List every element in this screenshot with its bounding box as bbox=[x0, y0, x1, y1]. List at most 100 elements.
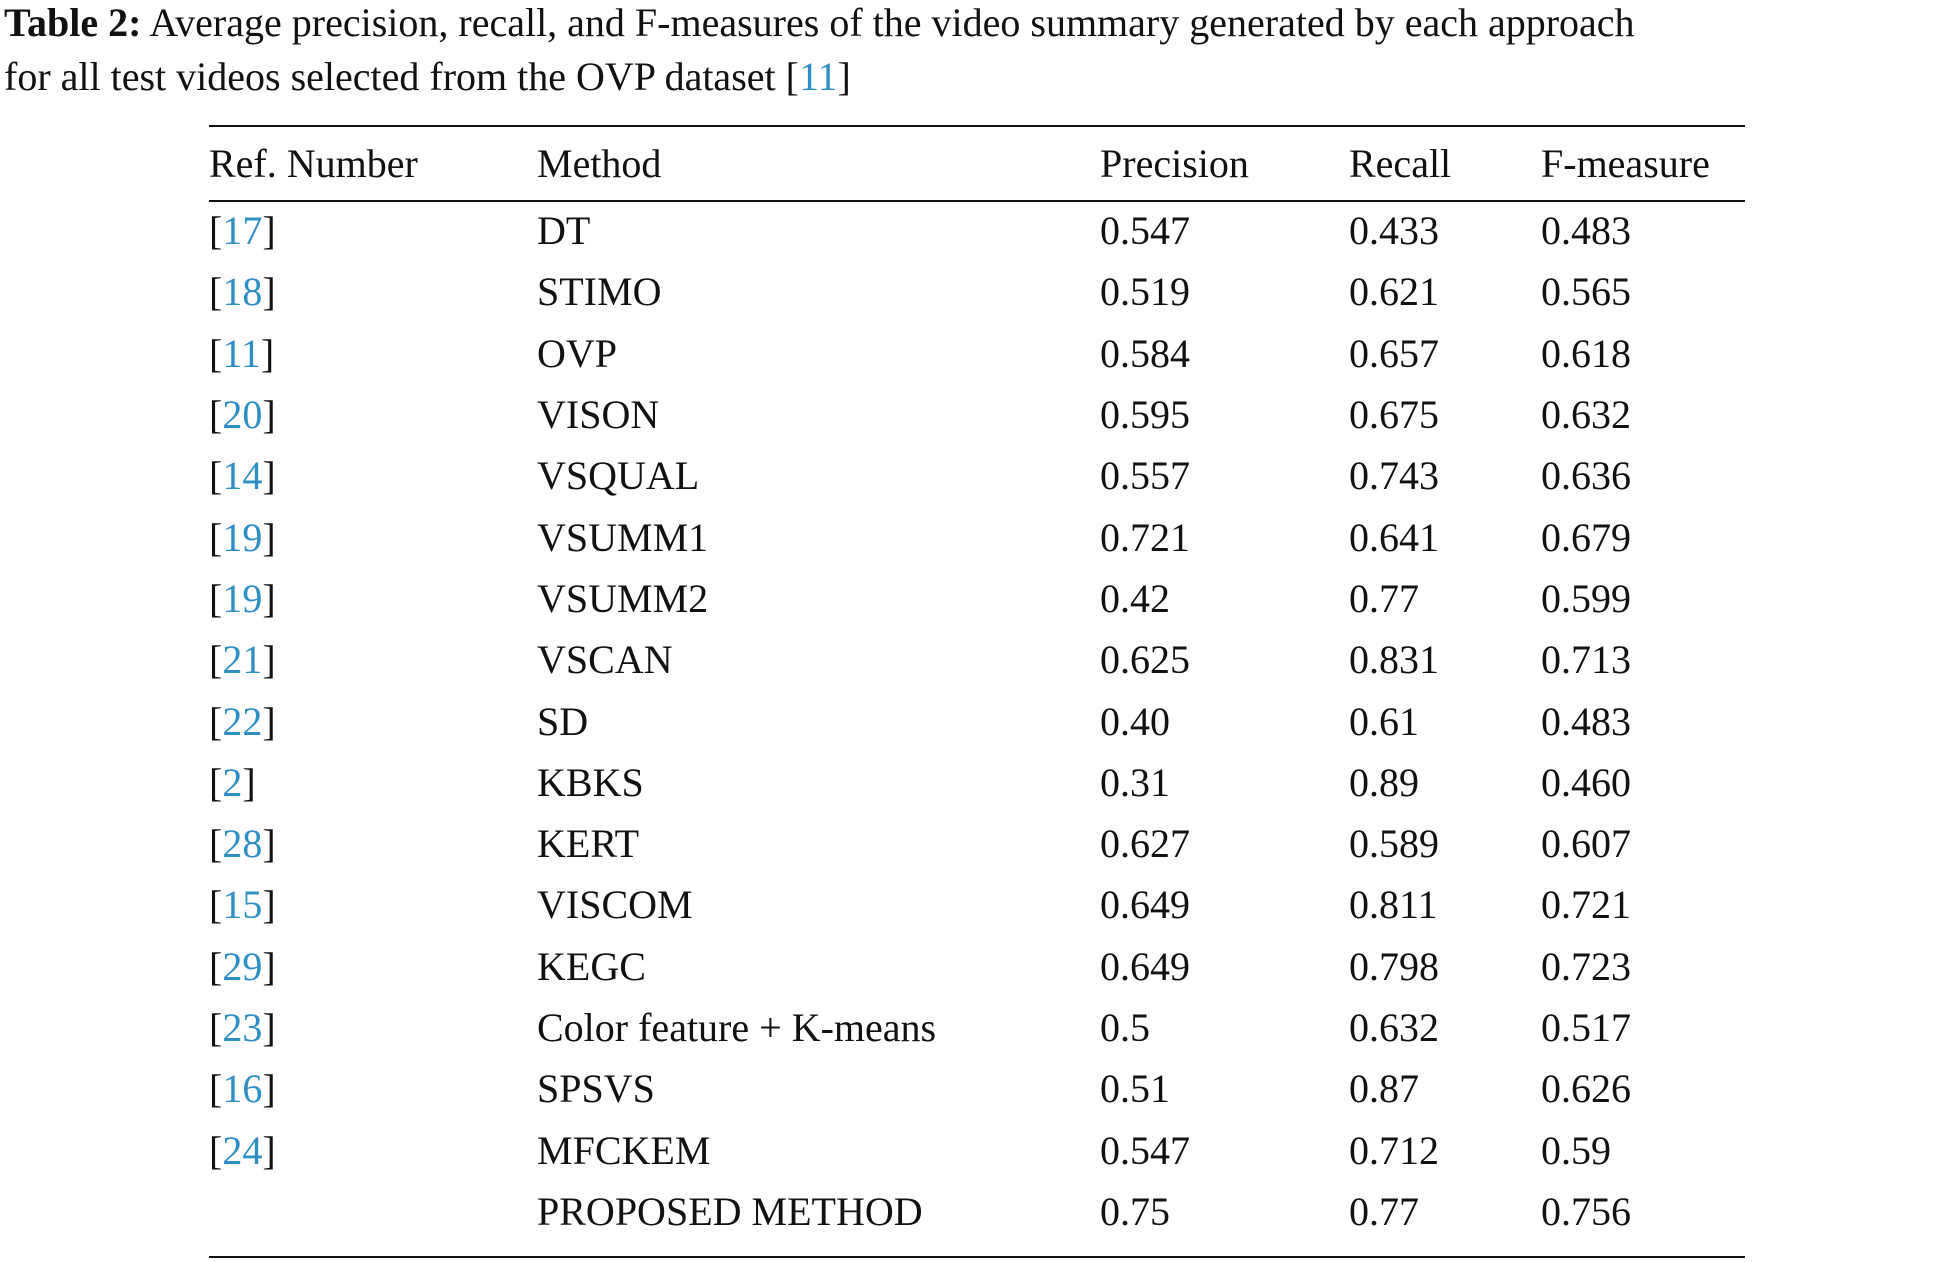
table-row: [11] OVP 0.584 0.657 0.618 bbox=[209, 323, 1745, 384]
f-measure-cell: 0.517 bbox=[1541, 1005, 1631, 1050]
f-measure-cell: 0.756 bbox=[1541, 1188, 1631, 1234]
ref-number-link[interactable]: 23 bbox=[222, 1005, 263, 1050]
ref-number-link[interactable]: 14 bbox=[222, 453, 263, 499]
ref-number-cell: [19] bbox=[209, 506, 537, 567]
table-header-rule bbox=[209, 200, 1745, 202]
ref-open-bracket: [ bbox=[209, 1127, 223, 1173]
ref-open-bracket: [ bbox=[209, 1005, 223, 1050]
ref-number-cell: [2] bbox=[209, 752, 537, 813]
ref-close-bracket: ] bbox=[262, 269, 276, 315]
table-row: [18] STIMO 0.519 0.621 0.565 bbox=[209, 261, 1745, 322]
method-cell: VISON bbox=[537, 392, 660, 438]
ref-number-cell: [24] bbox=[209, 1119, 537, 1180]
recall-cell: 0.589 bbox=[1349, 821, 1439, 867]
ref-open-bracket: [ bbox=[209, 759, 223, 805]
method-cell: MFCKEM bbox=[537, 1127, 711, 1173]
recall-cell: 0.77 bbox=[1349, 1188, 1419, 1234]
ref-number-link[interactable]: 29 bbox=[222, 943, 263, 989]
f-measure-cell: 0.723 bbox=[1541, 943, 1631, 989]
ref-number-link[interactable]: 28 bbox=[222, 821, 263, 867]
ref-number-link[interactable]: 16 bbox=[222, 1066, 263, 1112]
precision-cell: 0.42 bbox=[1100, 575, 1170, 621]
precision-cell: 0.625 bbox=[1100, 637, 1190, 683]
f-measure-cell: 0.607 bbox=[1541, 821, 1631, 867]
recall-cell: 0.675 bbox=[1349, 392, 1439, 438]
method-cell: VSUMM2 bbox=[537, 575, 709, 621]
table-row: [17] DT 0.547 0.433 0.483 bbox=[209, 200, 1745, 261]
ref-close-bracket: ] bbox=[262, 943, 276, 989]
results-table: Ref. Number Method Precision Recall F-me… bbox=[209, 127, 1745, 1242]
ref-close-bracket: ] bbox=[262, 882, 276, 928]
ref-number-link[interactable]: 24 bbox=[222, 1127, 263, 1173]
ref-close-bracket: ] bbox=[242, 759, 256, 805]
precision-cell: 0.649 bbox=[1100, 943, 1190, 989]
recall-cell: 0.632 bbox=[1349, 1005, 1439, 1050]
f-measure-cell: 0.483 bbox=[1541, 208, 1631, 254]
ref-number-cell: [11] bbox=[209, 323, 537, 384]
caption-text-3: ] bbox=[837, 54, 851, 99]
ref-number-link[interactable]: 22 bbox=[222, 698, 263, 744]
ref-close-bracket: ] bbox=[262, 821, 276, 867]
table-body: [17] DT 0.547 0.433 0.483 [18] STIMO 0.519 0.621… bbox=[209, 200, 1745, 1242]
caption-reference-link[interactable]: 11 bbox=[798, 54, 838, 99]
recall-cell: 0.433 bbox=[1349, 208, 1439, 254]
ref-number-cell: [23] bbox=[209, 997, 537, 1058]
precision-cell: 0.31 bbox=[1100, 759, 1170, 805]
precision-cell: 0.5 bbox=[1100, 1005, 1150, 1050]
f-measure-cell: 0.626 bbox=[1541, 1066, 1631, 1112]
ref-number-link[interactable]: 2 bbox=[222, 759, 243, 805]
ref-number-link[interactable]: 20 bbox=[222, 392, 263, 438]
caption-text-2: for all test videos selected from the OV… bbox=[4, 54, 799, 99]
table-row: [24] MFCKEM 0.547 0.712 0.59 bbox=[209, 1119, 1745, 1180]
ref-number-cell: [18] bbox=[209, 261, 537, 322]
ref-number-link[interactable]: 21 bbox=[222, 637, 263, 683]
ref-close-bracket: ] bbox=[262, 392, 276, 438]
f-measure-cell: 0.618 bbox=[1541, 330, 1631, 376]
table-top-rule bbox=[209, 125, 1745, 127]
header-f-measure: F-measure bbox=[1541, 141, 1710, 186]
table-row: [19] VSUMM1 0.721 0.641 0.679 bbox=[209, 506, 1745, 567]
method-cell: VSQUAL bbox=[537, 453, 700, 499]
ref-number-link[interactable]: 18 bbox=[222, 269, 263, 315]
f-measure-cell: 0.679 bbox=[1541, 514, 1631, 560]
ref-close-bracket: ] bbox=[262, 1066, 276, 1112]
ref-number-link[interactable]: 19 bbox=[222, 514, 263, 560]
recall-cell: 0.811 bbox=[1349, 882, 1438, 928]
f-measure-cell: 0.721 bbox=[1541, 882, 1631, 928]
ref-close-bracket: ] bbox=[262, 698, 276, 744]
ref-open-bracket: [ bbox=[209, 1066, 223, 1112]
ref-number-cell bbox=[209, 1181, 537, 1242]
header-method: Method bbox=[537, 141, 662, 186]
method-cell: KERT bbox=[537, 821, 640, 867]
f-measure-cell: 0.636 bbox=[1541, 453, 1631, 499]
ref-number-cell: [22] bbox=[209, 690, 537, 751]
ref-close-bracket: ] bbox=[262, 208, 276, 254]
method-cell: SD bbox=[537, 698, 589, 744]
ref-open-bracket: [ bbox=[209, 637, 223, 683]
f-measure-cell: 0.460 bbox=[1541, 759, 1631, 805]
ref-number-link[interactable]: 19 bbox=[222, 575, 263, 621]
ref-number-cell: [16] bbox=[209, 1058, 537, 1119]
header-precision: Precision bbox=[1100, 141, 1249, 186]
f-measure-cell: 0.59 bbox=[1541, 1127, 1611, 1173]
ref-number-link[interactable]: 11 bbox=[222, 330, 261, 376]
method-cell: OVP bbox=[537, 330, 618, 376]
ref-open-bracket: [ bbox=[209, 392, 223, 438]
header-recall: Recall bbox=[1349, 141, 1452, 186]
method-cell: VISCOM bbox=[537, 882, 693, 928]
ref-open-bracket: [ bbox=[209, 943, 223, 989]
recall-cell: 0.89 bbox=[1349, 759, 1419, 805]
ref-number-cell: [17] bbox=[209, 200, 537, 261]
ref-number-link[interactable]: 17 bbox=[222, 208, 263, 254]
method-cell: VSCAN bbox=[537, 637, 673, 683]
method-cell: PROPOSED METHOD bbox=[537, 1188, 923, 1234]
ref-number-link[interactable]: 15 bbox=[222, 882, 263, 928]
recall-cell: 0.657 bbox=[1349, 330, 1439, 376]
caption-label: Table 2: bbox=[4, 0, 142, 45]
table-row: PROPOSED METHOD 0.75 0.77 0.756 bbox=[209, 1181, 1745, 1242]
ref-close-bracket: ] bbox=[262, 1005, 276, 1050]
caption-text: Average precision, recall, and F-measure… bbox=[141, 0, 1635, 45]
precision-cell: 0.547 bbox=[1100, 1127, 1190, 1173]
method-cell: KBKS bbox=[537, 759, 644, 805]
f-measure-cell: 0.565 bbox=[1541, 269, 1631, 315]
